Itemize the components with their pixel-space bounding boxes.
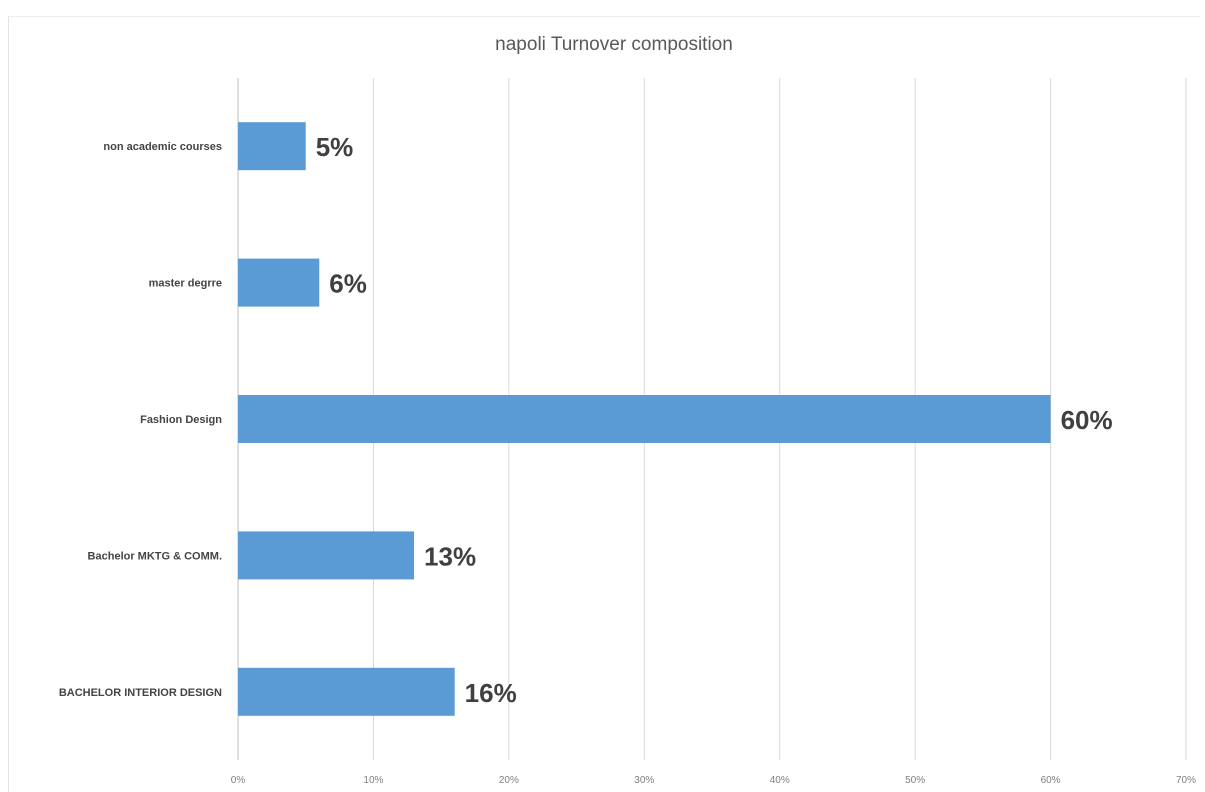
x-tick-label: 40% xyxy=(770,775,790,786)
x-tick-label: 10% xyxy=(363,775,383,786)
bar xyxy=(238,531,415,580)
category-label: BACHELOR INTERIOR DESIGN xyxy=(59,687,222,699)
bars: 5% 6% 60% 13% 16% xyxy=(238,122,1113,716)
category-label: master degrre xyxy=(149,278,222,290)
category-label: non academic courses xyxy=(103,141,222,153)
x-tick-label: 20% xyxy=(499,775,519,786)
x-tick-label: 0% xyxy=(231,775,246,786)
bar xyxy=(238,258,320,307)
bar xyxy=(238,667,455,716)
bar xyxy=(238,395,1051,443)
data-label: 5% xyxy=(316,132,354,162)
x-tick-label: 70% xyxy=(1176,775,1196,786)
chart-title: napoli Turnover composition xyxy=(495,34,733,55)
data-label: 60% xyxy=(1061,405,1113,435)
x-tick-label: 60% xyxy=(1041,775,1061,786)
data-label: 6% xyxy=(329,269,367,299)
bar xyxy=(238,122,306,171)
data-label: 13% xyxy=(424,541,476,571)
x-tick-label: 30% xyxy=(634,775,654,786)
data-label: 16% xyxy=(465,678,517,708)
category-label: Bachelor MKTG & COMM. xyxy=(88,550,222,562)
x-axis-ticks: 0% 10% 20% 30% 40% 50% 60% 70% xyxy=(231,775,1196,786)
category-label: Fashion Design xyxy=(140,414,222,426)
x-tick-label: 50% xyxy=(905,775,925,786)
category-labels: non academic courses master degrre Fashion… xyxy=(59,141,222,699)
